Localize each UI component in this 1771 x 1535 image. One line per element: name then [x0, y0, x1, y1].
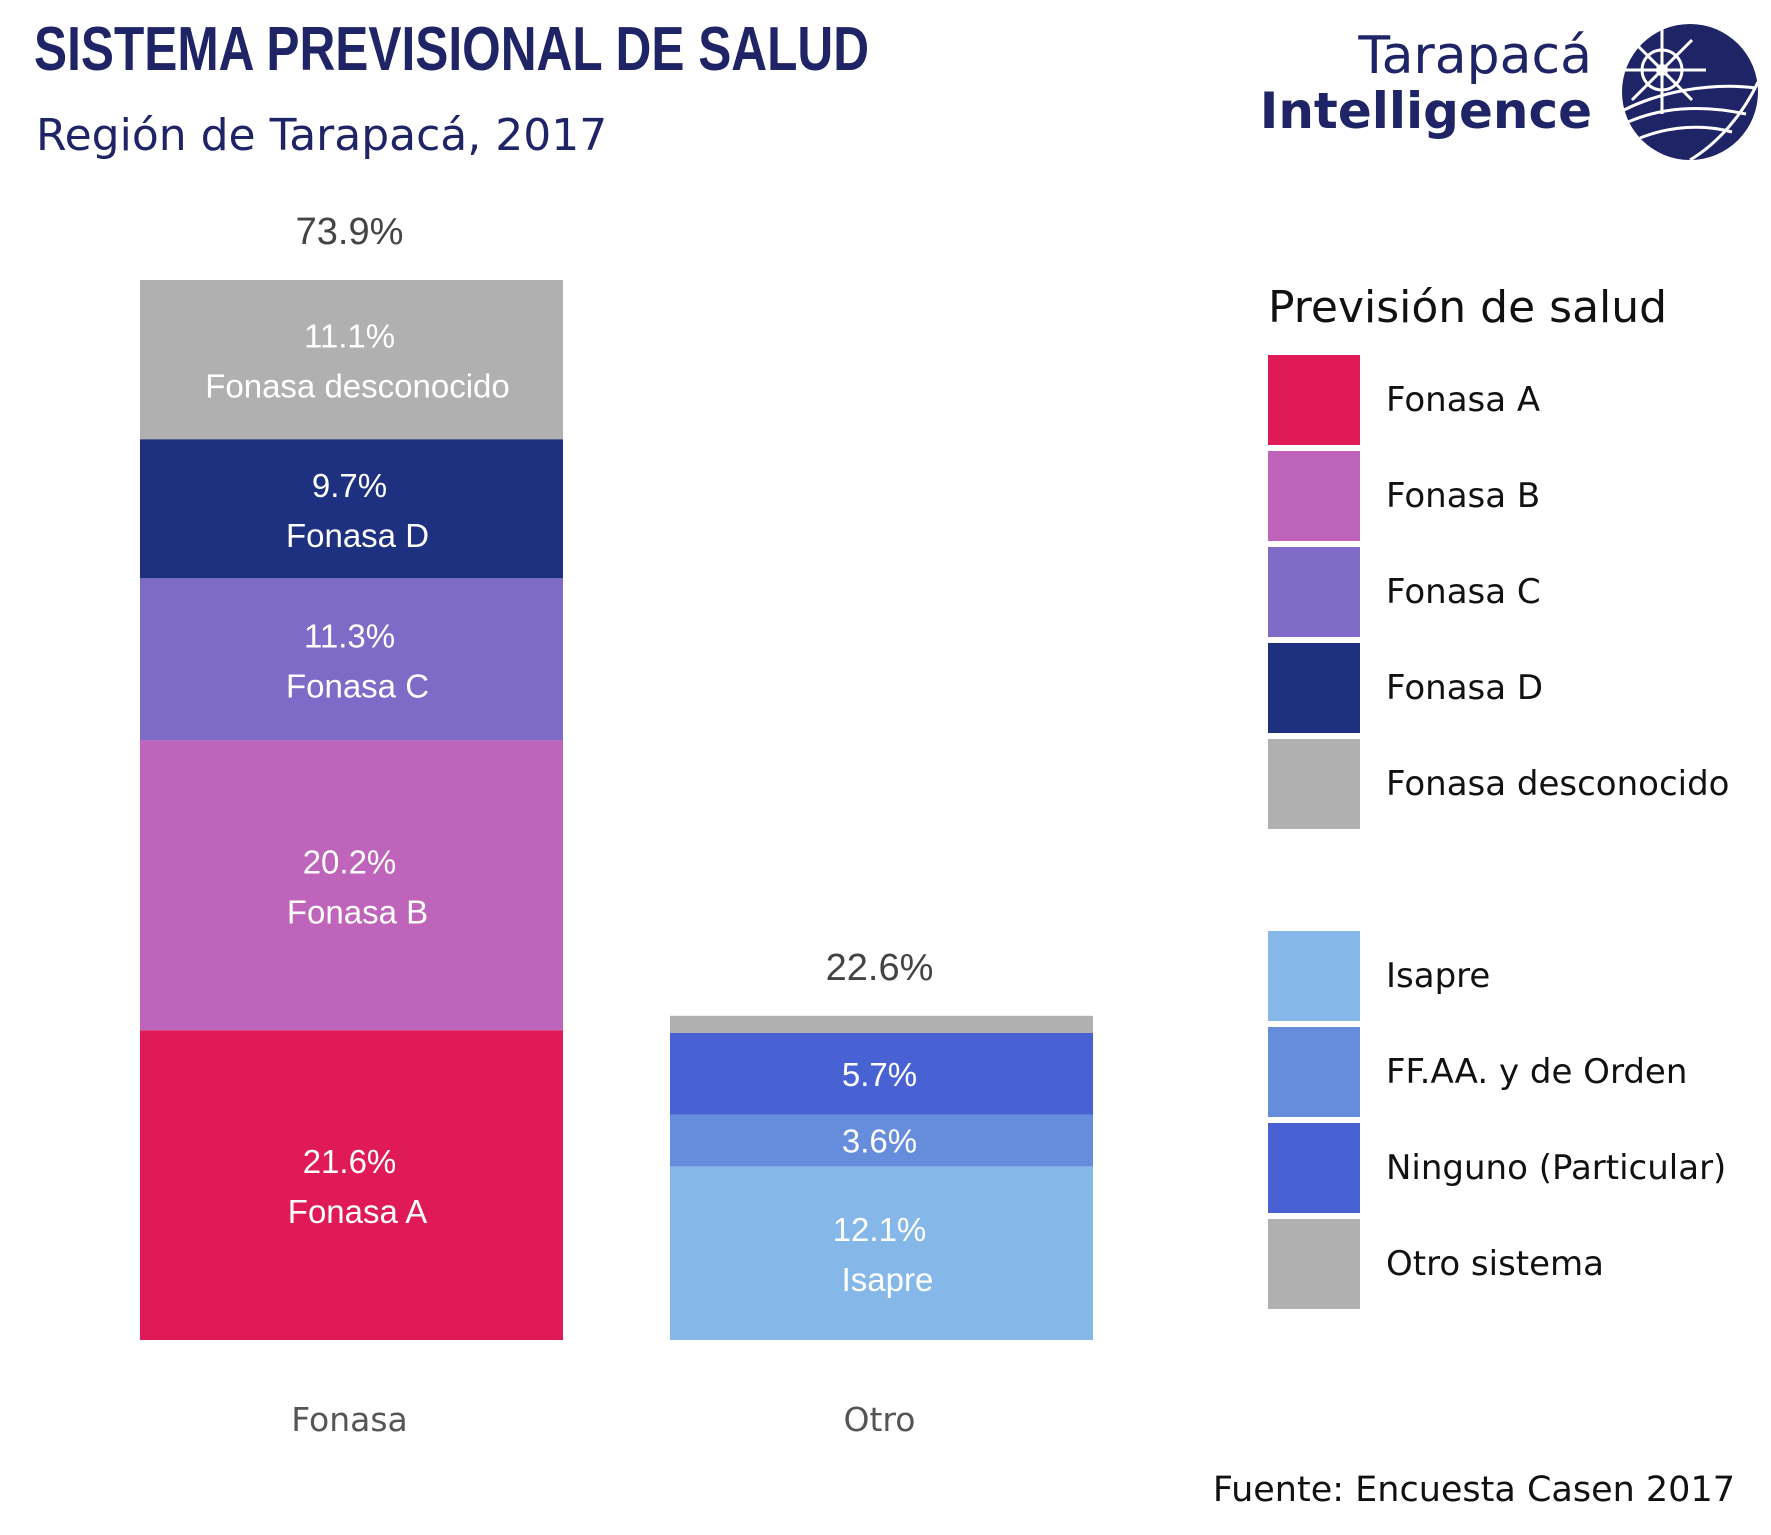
legend-item: FF.AA. y de Orden [1268, 1025, 1758, 1121]
legend-item: Fonasa B [1268, 449, 1758, 545]
segment-value-label: 3.6% [842, 1123, 917, 1160]
legend-label: Ninguno (Particular) [1386, 1148, 1727, 1188]
globe-logo-icon [1622, 24, 1760, 162]
legend-swatch [1268, 1123, 1360, 1213]
bar-total-label: 73.9% [296, 211, 404, 253]
x-tick-label: Fonasa [291, 1400, 408, 1439]
bar-segment-otro-7 [670, 1114, 1093, 1167]
segment-value-label: 12.1% [833, 1211, 927, 1248]
legend-item: Fonasa C [1268, 545, 1758, 641]
legend-item: Fonasa D [1268, 641, 1758, 737]
legend-swatch [1268, 739, 1360, 829]
bar-segment-fonasa-1 [140, 740, 563, 1031]
bar-total-label: 22.6% [826, 947, 934, 989]
legend-label: Isapre [1386, 956, 1491, 996]
legend-label: Fonasa D [1386, 668, 1544, 708]
bar-segment-fonasa-3 [140, 439, 563, 579]
segment-name-label: Fonasa desconocido [205, 368, 510, 405]
legend-label: Fonasa C [1386, 572, 1541, 612]
legend-swatch [1268, 931, 1360, 1021]
segment-name-label: Fonasa D [286, 517, 429, 554]
chart-subtitle: Región de Tarapacá, 2017 [36, 110, 608, 161]
brand-name-line2: Intelligence [1259, 82, 1592, 140]
segment-name-label: Isapre [842, 1261, 934, 1298]
bar-segment-otro-8 [670, 1033, 1093, 1115]
x-tick-label: Otro [844, 1400, 916, 1439]
legend-item: Isapre [1268, 929, 1758, 1025]
segment-name-label: Fonasa B [287, 893, 428, 930]
legend: Previsión de salud Fonasa A Fonasa B Fonas… [1268, 282, 1758, 1313]
bar-segment-otro-6 [670, 1166, 1093, 1340]
legend-item [1268, 833, 1758, 929]
legend-label: Fonasa B [1386, 476, 1541, 516]
segment-value-label: 9.7% [312, 467, 387, 504]
legend-swatch [1268, 355, 1360, 445]
segment-value-label: 11.1% [304, 318, 395, 355]
legend-swatch [1268, 643, 1360, 733]
legend-items: Fonasa A Fonasa B Fonasa C Fonasa D Fonasa d… [1268, 353, 1758, 1313]
legend-swatch [1268, 451, 1360, 541]
legend-item: Otro sistema [1268, 1217, 1758, 1313]
segment-value-label: 5.7% [842, 1056, 917, 1093]
bar-segment-fonasa-4 [140, 280, 563, 440]
chart-title: SISTEMA PREVISIONAL DE SALUD [34, 15, 870, 84]
legend-item: Fonasa A [1268, 353, 1758, 449]
legend-label: FF.AA. y de Orden [1386, 1052, 1688, 1092]
brand-block: Tarapacá Intelligence [1260, 22, 1760, 162]
bar-segment-fonasa-0 [140, 1030, 563, 1340]
brand-name-line1: Tarapacá [1358, 26, 1592, 86]
segment-value-label: 11.3% [304, 617, 395, 654]
legend-title: Previsión de salud [1268, 282, 1668, 333]
bar-segment-otro-9 [670, 1015, 1093, 1033]
legend-swatch [1268, 1027, 1360, 1117]
segment-value-label: 21.6% [303, 1143, 397, 1180]
legend-item: Fonasa desconocido [1268, 737, 1758, 833]
legend-swatch [1268, 547, 1360, 637]
legend-label: Fonasa A [1386, 380, 1541, 420]
legend-label: Otro sistema [1386, 1244, 1605, 1284]
legend-swatch [1268, 1219, 1360, 1309]
legend-swatch [1268, 835, 1360, 925]
legend-label: Fonasa desconocido [1386, 764, 1730, 804]
bar-segment-fonasa-2 [140, 578, 563, 741]
legend-item: Ninguno (Particular) [1268, 1121, 1758, 1217]
segment-value-label: 20.2% [303, 843, 397, 880]
source-note: Fuente: Encuesta Casen 2017 [1212, 1470, 1735, 1510]
segment-name-label: Fonasa A [288, 1193, 427, 1230]
segment-name-label: Fonasa C [286, 667, 429, 704]
